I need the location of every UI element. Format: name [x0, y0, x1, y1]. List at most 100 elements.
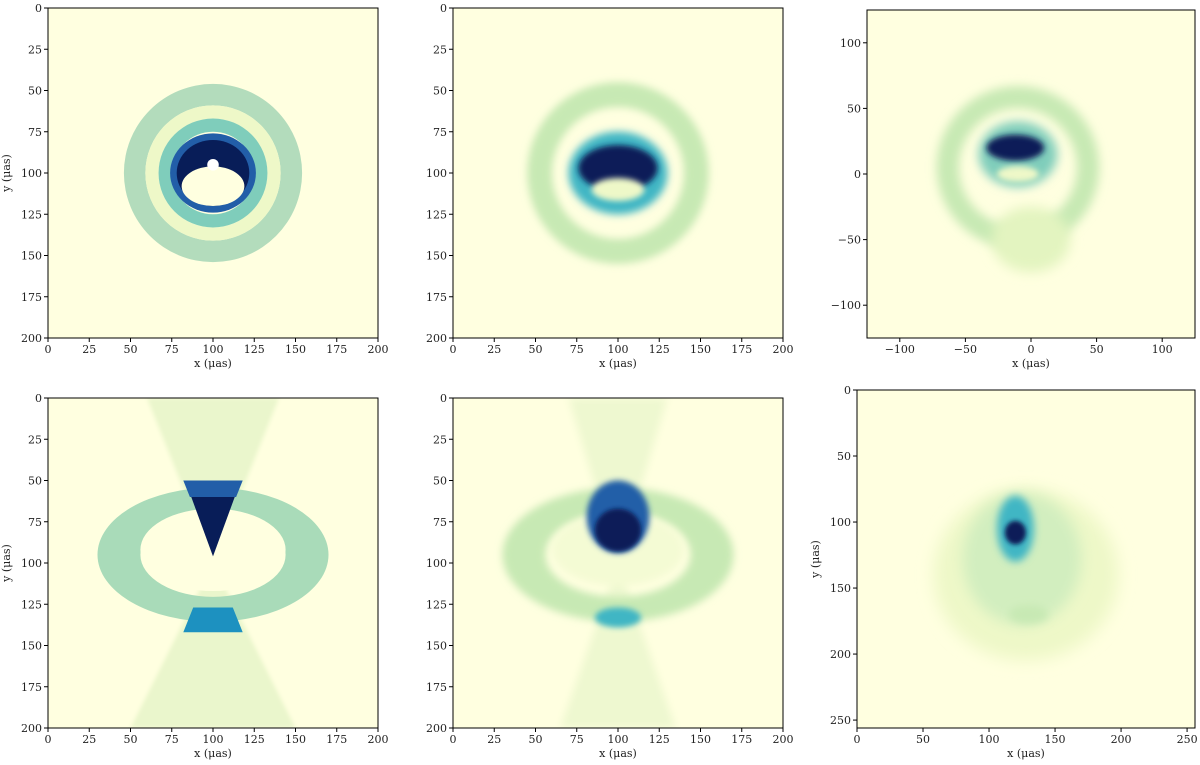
y-tick-label: 200	[426, 332, 447, 345]
x-tick-label: 175	[731, 733, 752, 746]
y-tick-label: 25	[28, 43, 42, 56]
emission-feature-ellipse	[986, 134, 1045, 161]
y-tick-label: 150	[21, 640, 42, 653]
x-tick-label: 100	[1152, 343, 1173, 356]
emission-feature-ellipse	[594, 508, 642, 552]
panel-p3: −100 −50 0 50 100 −100 −50 0 50 100 x (μas)	[831, 9, 1196, 370]
x-axis-label: x (μas)	[1007, 747, 1045, 760]
y-tick-label: −50	[838, 234, 861, 247]
x-tick-label: 75	[165, 733, 179, 746]
x-tick-label: 200	[1111, 733, 1132, 746]
y-tick-label: 100	[830, 516, 851, 529]
x-tick-label: 150	[690, 343, 711, 356]
y-tick-label: 0	[854, 168, 861, 181]
x-tick-label: 175	[326, 343, 347, 356]
y-tick-label: 100	[426, 167, 447, 180]
x-tick-label: 100	[608, 343, 629, 356]
x-tick-label: 125	[244, 343, 265, 356]
x-tick-label: 25	[487, 733, 501, 746]
emission-feature-ellipse	[1008, 605, 1049, 624]
y-tick-label: 50	[28, 475, 42, 488]
x-tick-label: 150	[285, 343, 306, 356]
y-tick-label: 150	[426, 640, 447, 653]
x-tick-label: 50	[1090, 343, 1104, 356]
x-tick-label: 100	[979, 733, 1000, 746]
x-tick-label: 25	[82, 733, 96, 746]
x-tick-label: 50	[124, 343, 138, 356]
x-tick-label: 100	[608, 733, 629, 746]
y-tick-label: 175	[426, 291, 447, 304]
y-tick-label: 25	[28, 433, 42, 446]
y-tick-label: 25	[433, 433, 447, 446]
x-tick-label: 0	[854, 733, 861, 746]
x-tick-label: 175	[326, 733, 347, 746]
y-tick-label: 250	[830, 714, 851, 727]
y-tick-label: 75	[28, 516, 42, 529]
y-tick-label: 200	[426, 722, 447, 735]
y-tick-label: 0	[440, 392, 447, 405]
x-tick-label: 50	[529, 343, 543, 356]
y-axis-label: y (μas)	[0, 544, 13, 583]
y-tick-label: 75	[28, 126, 42, 139]
y-tick-label: 175	[426, 681, 447, 694]
x-axis-label: x (μas)	[1012, 357, 1050, 370]
emission-feature-ellipse	[207, 158, 219, 171]
x-tick-label: 50	[916, 733, 930, 746]
intensity-map	[97, 398, 329, 728]
axes-frame	[856, 389, 1196, 729]
x-tick-label: 0	[1028, 343, 1035, 356]
emission-feature-ellipse	[996, 166, 1039, 182]
y-tick-label: 125	[426, 598, 447, 611]
y-tick-label: 50	[433, 475, 447, 488]
y-tick-label: 0	[35, 392, 42, 405]
y-tick-label: 100	[21, 167, 42, 180]
emission-feature-polygon	[183, 607, 243, 633]
x-tick-label: 125	[244, 733, 265, 746]
y-tick-label: 50	[837, 450, 851, 463]
x-axis-label: x (μas)	[194, 357, 232, 370]
x-axis-label: x (μas)	[599, 747, 637, 760]
y-tick-label: 50	[433, 85, 447, 98]
emission-feature-ring	[502, 487, 734, 622]
y-tick-label: 175	[21, 291, 42, 304]
y-tick-label: 125	[21, 208, 42, 221]
y-tick-label: 0	[844, 384, 851, 397]
y-tick-label: 75	[433, 516, 447, 529]
x-tick-label: 50	[124, 733, 138, 746]
y-tick-label: 150	[21, 250, 42, 263]
emission-feature-polygon	[130, 563, 296, 728]
intensity-map	[502, 398, 734, 728]
x-tick-label: 0	[45, 343, 52, 356]
intensity-map	[123, 83, 303, 263]
y-tick-label: 125	[426, 208, 447, 221]
y-tick-label: 25	[433, 43, 447, 56]
x-tick-label: 200	[368, 343, 389, 356]
x-tick-label: 125	[649, 343, 670, 356]
x-tick-label: 150	[690, 733, 711, 746]
emission-feature-ring	[97, 487, 329, 622]
x-tick-label: 75	[570, 733, 584, 746]
emission-feature-ellipse	[591, 177, 645, 202]
x-tick-label: 0	[450, 733, 457, 746]
emission-feature-ellipse	[991, 206, 1071, 273]
x-tick-label: 100	[203, 733, 224, 746]
emission-feature-ellipse	[1004, 520, 1026, 545]
x-tick-label: 200	[773, 733, 794, 746]
y-tick-label: 0	[440, 2, 447, 15]
panel-p1: 0 25 50 75 100 125 150 175 200025507510012515017…	[0, 2, 389, 370]
panel-p2: 0 25 50 75 100 125 150 175 200025507510012515017…	[426, 2, 794, 370]
x-tick-label: 200	[773, 343, 794, 356]
y-tick-label: 50	[847, 102, 861, 115]
y-tick-label: 100	[426, 557, 447, 570]
x-tick-label: 75	[570, 343, 584, 356]
x-axis-label: x (μas)	[599, 357, 637, 370]
y-tick-label: 100	[840, 37, 861, 50]
panel-p5: 0 25 50 75 100 125 150 175 200025507510012515017…	[426, 392, 794, 760]
emission-feature-polygon	[183, 480, 243, 497]
emission-feature-ellipse	[181, 166, 245, 206]
x-tick-label: 0	[450, 343, 457, 356]
intensity-map	[933, 489, 1119, 661]
x-tick-label: 0	[45, 733, 52, 746]
x-tick-label: −100	[885, 343, 915, 356]
